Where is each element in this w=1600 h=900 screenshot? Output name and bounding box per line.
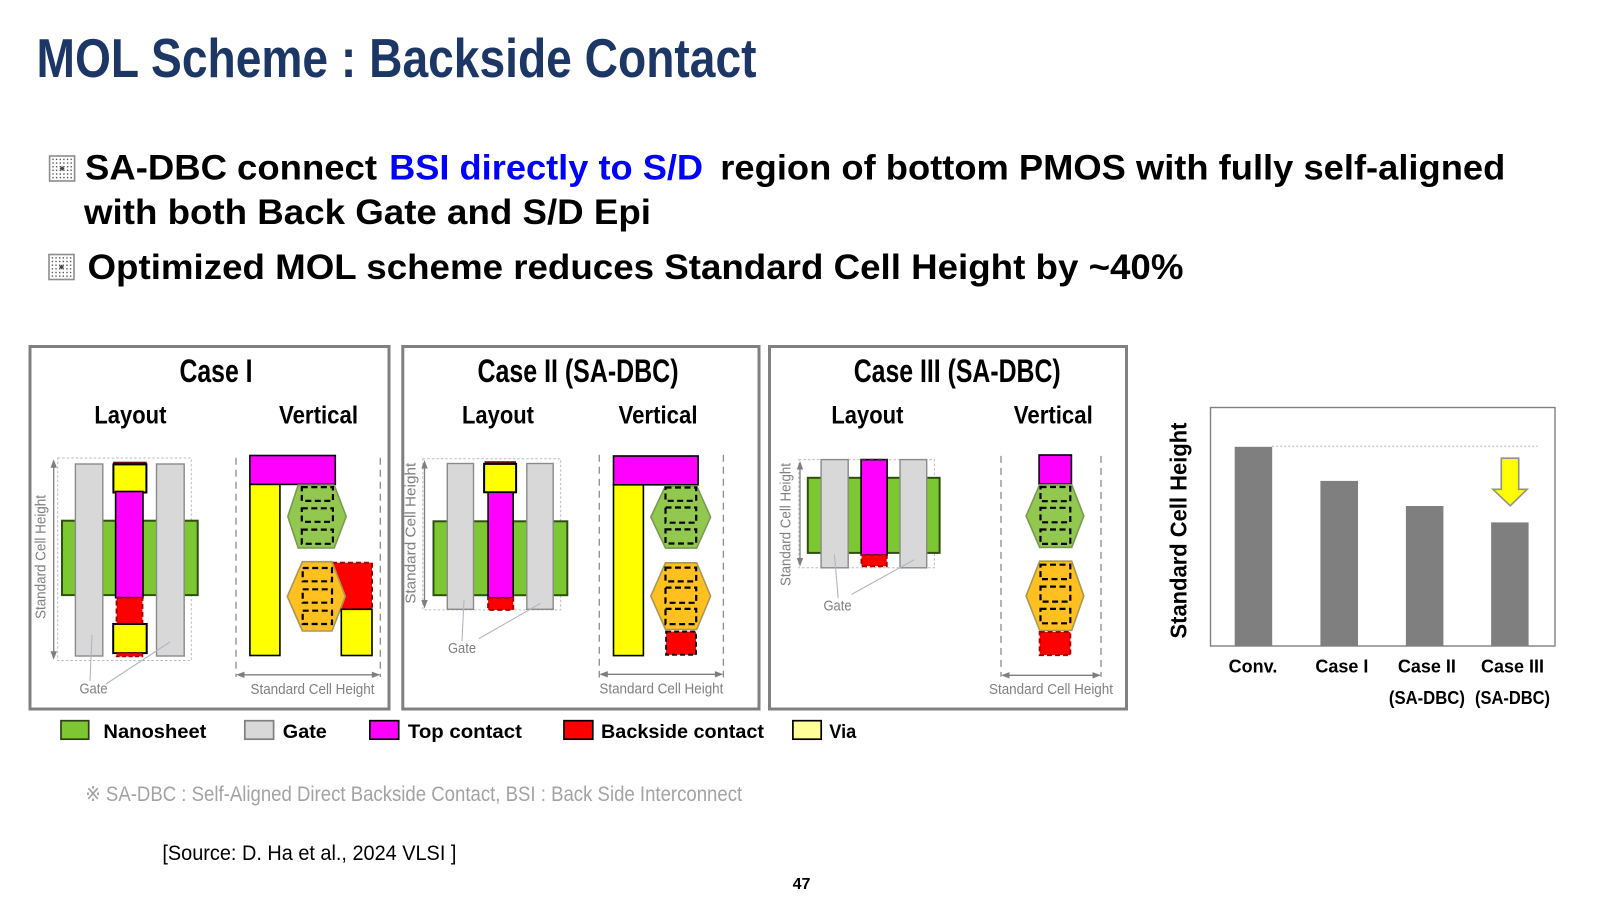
svg-text:(SA-DBC): (SA-DBC): [1389, 688, 1465, 708]
svg-text:Gate: Gate: [80, 682, 108, 698]
svg-text:Conv.: Conv.: [1229, 657, 1278, 677]
svg-text:47: 47: [793, 876, 811, 893]
svg-text:[Source: D. Ha et al., 2024 VL: [Source: D. Ha et al., 2024 VLSI ]: [162, 842, 456, 865]
svg-text:Optimized MOL scheme reduces S: Optimized MOL scheme reduces Standard Ce…: [88, 248, 1184, 287]
svg-text:Case II (SA-DBC): Case II (SA-DBC): [478, 353, 679, 389]
svg-text:Standard Cell Height: Standard Cell Height: [989, 682, 1113, 698]
svg-text:Vertical: Vertical: [1014, 401, 1093, 429]
svg-text:Case II: Case II: [1398, 657, 1456, 677]
svg-text:Standard Cell Height: Standard Cell Height: [34, 495, 50, 619]
svg-text:(SA-DBC): (SA-DBC): [1475, 688, 1550, 708]
svg-text:Standard Cell Height: Standard Cell Height: [779, 463, 795, 586]
svg-text:Standard Cell Height: Standard Cell Height: [251, 682, 375, 698]
svg-text:Standard Cell Height: Standard Cell Height: [1166, 422, 1192, 638]
svg-text:region of bottom PMOS with ful: region of bottom PMOS with fully self-al…: [720, 148, 1505, 187]
svg-text:Standard Cell Height: Standard Cell Height: [404, 463, 420, 604]
svg-text:※ SA-DBC : Self-Aligned Direct: ※ SA-DBC : Self-Aligned Direct Backside …: [85, 783, 742, 806]
svg-text:Top contact: Top contact: [408, 721, 523, 743]
svg-text:Vertical: Vertical: [279, 401, 358, 429]
svg-text:Backside contact: Backside contact: [601, 721, 765, 743]
svg-text:Standard Cell Height: Standard Cell Height: [599, 682, 723, 698]
svg-text:Gate: Gate: [824, 599, 852, 615]
svg-text:MOL Scheme : Backside Contact: MOL Scheme : Backside Contact: [37, 27, 757, 89]
svg-text:Layout: Layout: [831, 401, 904, 429]
svg-text:Layout: Layout: [462, 401, 535, 429]
svg-text:Gate: Gate: [283, 721, 327, 743]
svg-text:Case III: Case III: [1481, 657, 1544, 677]
svg-text:Case I: Case I: [180, 353, 253, 389]
svg-text:BSI directly to S/D: BSI directly to S/D: [389, 148, 703, 187]
svg-text:Case III (SA-DBC): Case III (SA-DBC): [854, 353, 1061, 389]
svg-text:with both Back Gate and S/D Ep: with both Back Gate and S/D Epi: [83, 193, 651, 232]
svg-text:Via: Via: [829, 721, 856, 743]
svg-text:Vertical: Vertical: [619, 401, 698, 429]
svg-text:Layout: Layout: [94, 401, 167, 429]
svg-text:Case I: Case I: [1315, 657, 1368, 677]
svg-text:Gate: Gate: [448, 641, 476, 657]
svg-text:Nanosheet: Nanosheet: [103, 721, 207, 743]
svg-text:SA-DBC connect: SA-DBC connect: [85, 148, 377, 187]
